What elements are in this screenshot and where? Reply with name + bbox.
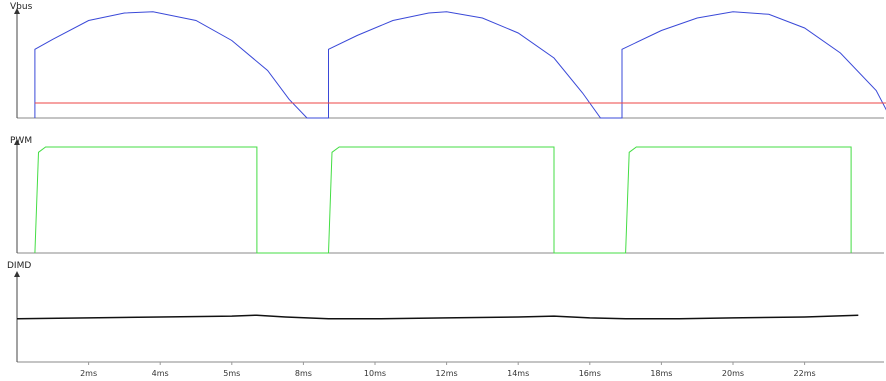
pwm-panel: PWM [10, 136, 884, 254]
x-tick-label: 5ms [223, 369, 240, 378]
vbus-series [34, 11, 886, 119]
x-tick-label: 4ms [152, 369, 169, 378]
vbus-axis-arrow-icon [14, 8, 20, 14]
dimd-axis-arrow-icon [14, 271, 20, 277]
x-tick-label: 14ms [507, 369, 529, 378]
dimd-series [16, 314, 859, 320]
x-tick-label: 10ms [364, 369, 386, 378]
pwm-axis-arrow-icon [14, 139, 20, 145]
vbus-panel: Vbus [10, 2, 886, 119]
x-tick-label: 2ms [80, 369, 97, 378]
dimd-series-line-0 [16, 314, 859, 320]
x-tick-label: 18ms [650, 369, 672, 378]
x-tick-label: 12ms [436, 369, 458, 378]
x-tick-label: 16ms [579, 369, 601, 378]
vbus-label: Vbus [10, 2, 33, 12]
vbus-series-line-0 [34, 11, 886, 119]
dimd-panel: DIMD 2ms 4ms 5ms 8ms 10ms 12ms 14ms 16ms 18ms 20m… [7, 261, 884, 378]
pwm-series [34, 146, 852, 254]
x-tick-labels: 2ms 4ms 5ms 8ms 10ms 12ms 14ms 16ms 18ms 20ms 22ms [80, 362, 816, 378]
pwm-series-line-0 [34, 146, 852, 254]
dimd-label: DIMD [7, 261, 31, 271]
pwm-label: PWM [10, 136, 32, 146]
x-tick-label: 20ms [722, 369, 744, 378]
x-tick-label: 22ms [794, 369, 816, 378]
x-tick-label: 8ms [295, 369, 312, 378]
